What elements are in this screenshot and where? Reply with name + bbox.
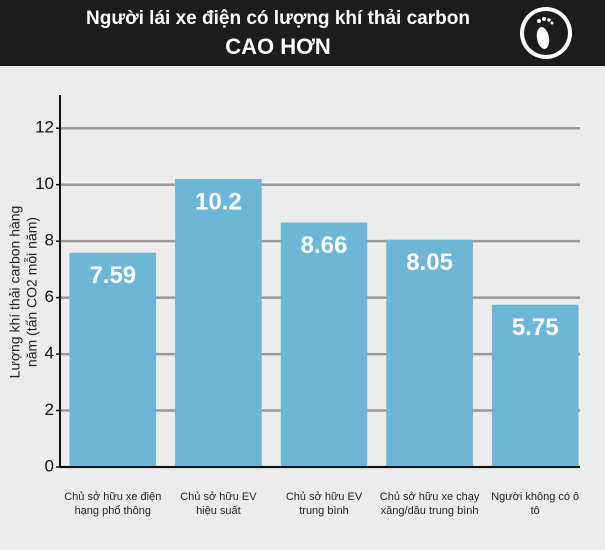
x-tick-label: Người không có ô tô bbox=[491, 491, 580, 517]
y-tick-label: 10 bbox=[35, 174, 54, 193]
x-tick-label: Chủ sở hữu EV hiệu suất bbox=[180, 491, 257, 517]
value-label: 7.59 bbox=[89, 262, 136, 289]
value-label: 10.2 bbox=[195, 188, 242, 215]
y-tick-label: 8 bbox=[45, 231, 54, 250]
y-tick-label: 12 bbox=[35, 118, 54, 137]
value-label: 8.05 bbox=[406, 249, 453, 276]
chart-title: Người lái xe điện có lượng khí thải carb… bbox=[86, 8, 470, 29]
bar bbox=[280, 222, 368, 467]
footprint-icon bbox=[520, 7, 572, 59]
value-label: 8.66 bbox=[301, 232, 348, 259]
bar bbox=[491, 304, 579, 467]
y-tick-label: 2 bbox=[45, 400, 54, 419]
bar bbox=[386, 239, 473, 467]
chart-subtitle: CAO HƠN bbox=[225, 34, 331, 59]
bar bbox=[69, 252, 157, 467]
y-tick-label: 0 bbox=[45, 456, 54, 475]
y-tick-label: 4 bbox=[45, 344, 54, 363]
x-tick-label: Chủ sở hữu xe chạy xăng/dầu trung bình bbox=[379, 491, 480, 517]
y-tick-label: 6 bbox=[45, 287, 54, 306]
value-label: 5.75 bbox=[512, 314, 559, 341]
x-tick-label: Chủ sở hữu xe điện hạng phổ thông bbox=[64, 491, 162, 517]
y-axis-label: Lượng khí thải carbon hàngnăm (tấn CO2 m… bbox=[6, 206, 39, 379]
header bbox=[0, 0, 605, 66]
bar bbox=[175, 179, 262, 468]
x-tick-label: Chủ sở hữu EV trung bình bbox=[285, 491, 363, 517]
